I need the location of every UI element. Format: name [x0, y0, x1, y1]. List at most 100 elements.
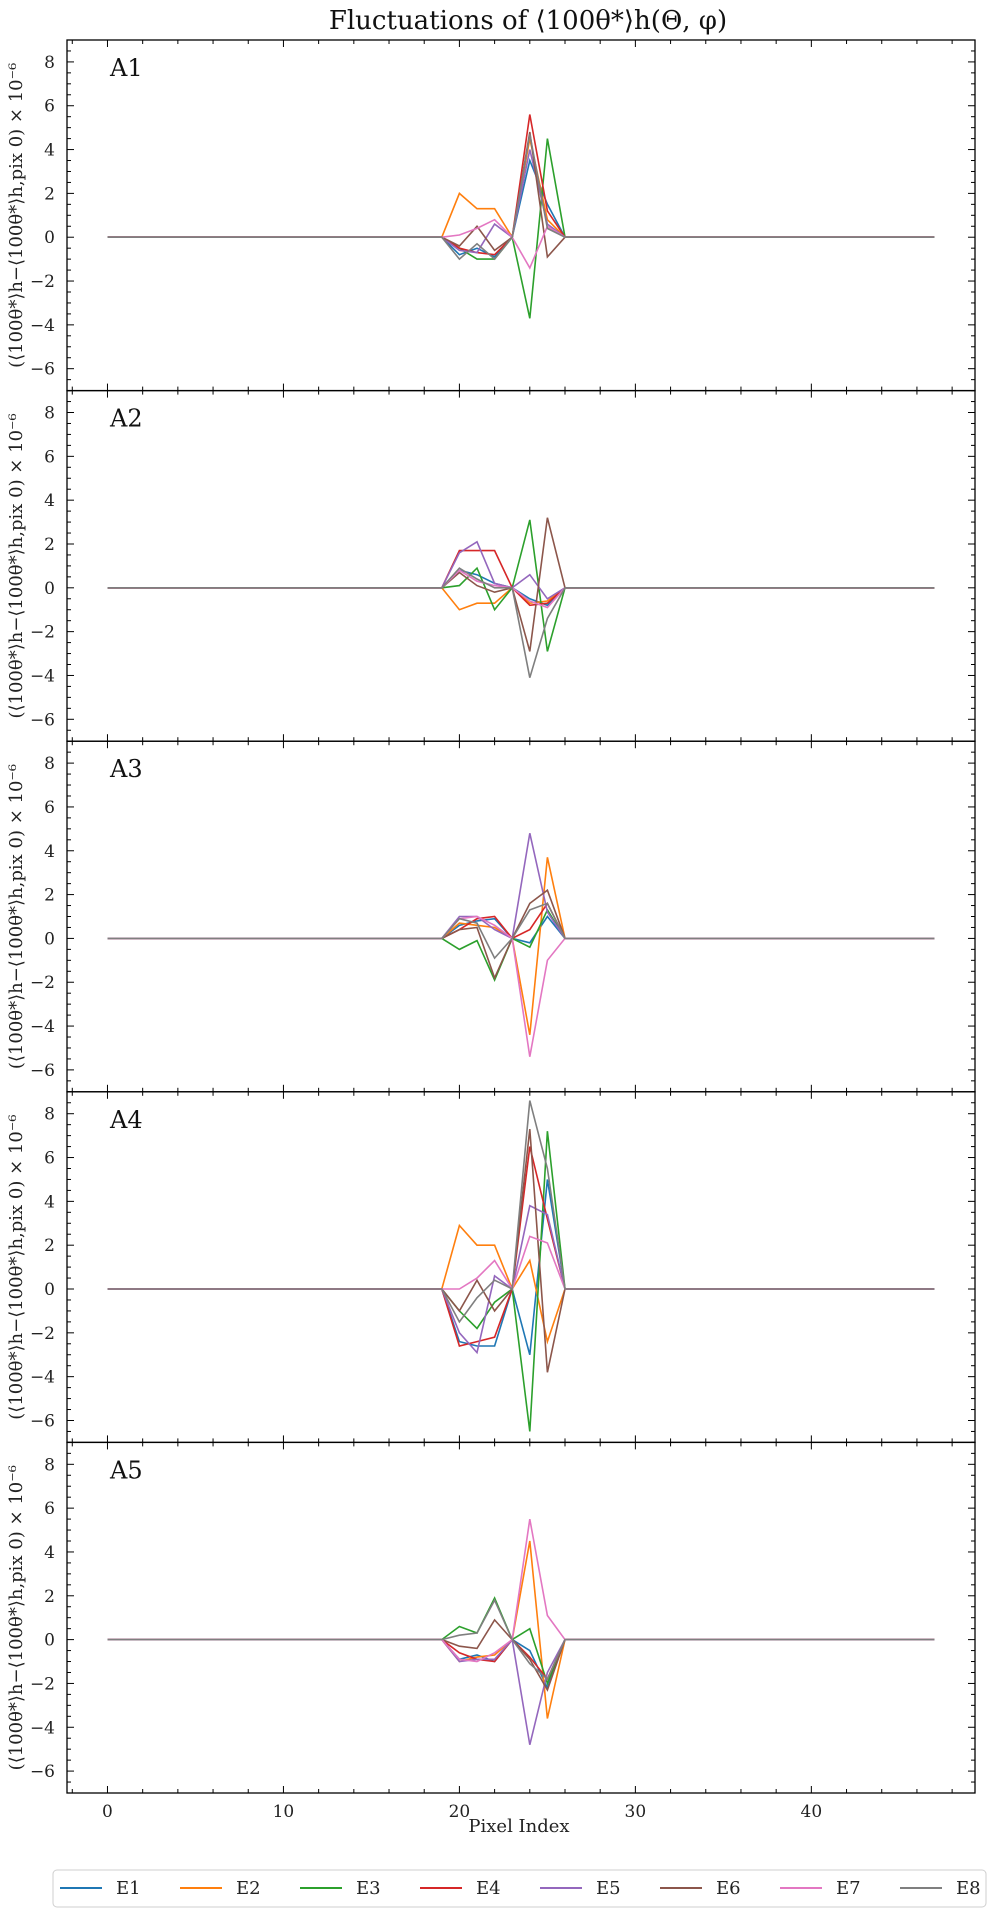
y-tick-label: 6 [44, 97, 55, 117]
y-tick-label: 2 [44, 184, 55, 204]
y-axis-label: (⟨100θ*⟩h−⟨100θ*⟩h,pix 0) × 10⁻⁶ [6, 63, 27, 368]
y-tick-label: −2 [30, 623, 55, 643]
panel-frame [66, 740, 976, 1093]
series-line-e5-a4 [107, 1204, 935, 1355]
chart-title: Fluctuations of ⟨100θ*⟩h(Θ, φ) [329, 6, 727, 36]
y-tick-label: −4 [30, 666, 55, 686]
legend: E1 E2 E3 E4 E5 E6 E7 E8 [52, 1869, 987, 1908]
y-axis-label: (⟨100θ*⟩h−⟨100θ*⟩h,pix 0) × 10⁻⁶ [6, 764, 27, 1069]
y-tick-label: −4 [30, 1718, 55, 1738]
y-tick-label: −4 [30, 1368, 55, 1388]
y-axis-label: (⟨100θ*⟩h−⟨100θ*⟩h,pix 0) × 10⁻⁶ [6, 1114, 27, 1419]
y-tick-label: 0 [44, 579, 55, 599]
series-line-e2-a2 [107, 586, 935, 611]
y-tick-label: 8 [44, 1105, 55, 1125]
y-tick-label: 6 [44, 1149, 55, 1169]
y-tick-label: −6 [30, 1762, 55, 1782]
panel-frame [66, 39, 976, 392]
y-tick-label: 6 [44, 798, 55, 818]
y-tick-label: −6 [30, 360, 55, 380]
series-line-e7-a1 [107, 218, 935, 270]
x-tick-label: 40 [801, 1802, 823, 1822]
y-tick-label: 8 [44, 754, 55, 774]
y-tick-label: 0 [44, 1631, 55, 1651]
y-tick-label: 0 [44, 1280, 55, 1300]
y-tick-label: −6 [30, 1061, 55, 1081]
series-line-e5-a2 [107, 540, 935, 600]
panel-label: A5 [109, 1456, 143, 1484]
legend-item-e1: E1 [60, 1878, 141, 1899]
y-tick-label: 6 [44, 447, 55, 467]
y-tick-label: −2 [30, 973, 55, 993]
panel-label: A4 [109, 1106, 143, 1134]
y-tick-label: 2 [44, 1587, 55, 1607]
x-tick-label: 20 [449, 1802, 471, 1822]
legend-label: E2 [236, 1878, 261, 1899]
y-tick-label: −2 [30, 1324, 55, 1344]
x-tick-label: 0 [102, 1802, 113, 1822]
series-line-e8-a4 [107, 1100, 935, 1324]
legend-item-e4: E4 [420, 1878, 501, 1899]
y-tick-label: 4 [44, 1192, 55, 1212]
y-tick-label: 2 [44, 886, 55, 906]
series-line-e5-a5 [107, 1637, 935, 1745]
series-line-e6-a5 [107, 1618, 935, 1692]
y-tick-label: 0 [44, 228, 55, 248]
y-tick-label: 2 [44, 1236, 55, 1256]
legend-box [52, 1869, 987, 1908]
panel-a1: −6 −4 −2 0 2 4 6 8 A1 (⟨100θ*⟩h−⟨100θ*⟩h,pix 0) ×… [6, 39, 976, 392]
legend-item-e7: E7 [780, 1878, 861, 1899]
y-tick-label: 4 [44, 491, 55, 511]
panel-label: A1 [109, 54, 143, 82]
panel-a2: −6 −4 −2 0 2 4 6 8 A2 (⟨100θ*⟩h−⟨100θ*⟩h,pix 0) ×… [6, 389, 976, 742]
panel-label: A2 [109, 405, 143, 433]
legend-item-e3: E3 [300, 1878, 381, 1899]
legend-item-e8: E8 [900, 1878, 981, 1899]
y-tick-label: 0 [44, 929, 55, 949]
panel-label: A3 [109, 755, 143, 783]
series-line-e8-a5 [107, 1598, 935, 1681]
y-tick-label: 4 [44, 1543, 55, 1563]
y-tick-label: 8 [44, 404, 55, 424]
panel-frame [66, 1441, 976, 1794]
panel-a4: −6 −4 −2 0 2 4 6 8 A4 (⟨100θ*⟩h−⟨100θ*⟩h,pix 0) ×… [6, 1091, 976, 1444]
series-line-e7-a2 [107, 569, 935, 609]
panels: −6 −4 −2 0 2 4 6 8 A1 (⟨100θ*⟩h−⟨100θ*⟩h,pix 0) ×… [6, 39, 976, 1822]
series-line-e8-a2 [107, 567, 935, 678]
y-tick-label: 4 [44, 141, 55, 161]
y-tick-label: −4 [30, 1017, 55, 1037]
series-line-e1-a5 [107, 1638, 935, 1690]
series-line-e3-a1 [107, 138, 935, 319]
panel-a5: −6 −4 −2 0 2 4 6 8 A5 (⟨100θ*⟩h−⟨100θ*⟩h,pix 0) ×… [6, 1441, 976, 1794]
series-line-e4-a2 [107, 549, 935, 607]
y-axis-label: (⟨100θ*⟩h−⟨100θ*⟩h,pix 0) × 10⁻⁶ [6, 1465, 27, 1770]
series-line-e3-a4 [107, 1131, 935, 1432]
x-tick-label: 10 [273, 1802, 295, 1822]
y-tick-label: 6 [44, 1499, 55, 1519]
y-tick-label: 2 [44, 535, 55, 555]
y-tick-label: −6 [30, 710, 55, 730]
panel-a3: −6 −4 −2 0 2 4 6 8 A3 (⟨100θ*⟩h−⟨100θ*⟩h,pix 0) ×… [6, 740, 976, 1093]
legend-label: E1 [116, 1878, 141, 1899]
legend-item-e5: E5 [540, 1878, 621, 1899]
series-line-e3-a5 [107, 1596, 935, 1686]
legend-label: E5 [596, 1878, 621, 1899]
legend-label: E6 [716, 1878, 741, 1899]
panel-frame [66, 1091, 976, 1444]
y-tick-label: −2 [30, 1674, 55, 1694]
y-tick-label: 8 [44, 53, 55, 73]
y-tick-label: 8 [44, 1455, 55, 1475]
y-tick-label: −2 [30, 272, 55, 292]
legend-label: E4 [476, 1878, 501, 1899]
x-tick-label: 30 [625, 1802, 647, 1822]
y-axis-label: (⟨100θ*⟩h−⟨100θ*⟩h,pix 0) × 10⁻⁶ [6, 413, 27, 718]
legend-label: E7 [836, 1878, 861, 1899]
legend-label: E8 [956, 1878, 981, 1899]
panel-frame [66, 389, 976, 742]
y-tick-label: −4 [30, 316, 55, 336]
series-line-e8-a3 [107, 902, 935, 960]
series-line-e8-a1 [107, 134, 935, 261]
legend-label: E3 [356, 1878, 381, 1899]
legend-item-e2: E2 [180, 1878, 261, 1899]
